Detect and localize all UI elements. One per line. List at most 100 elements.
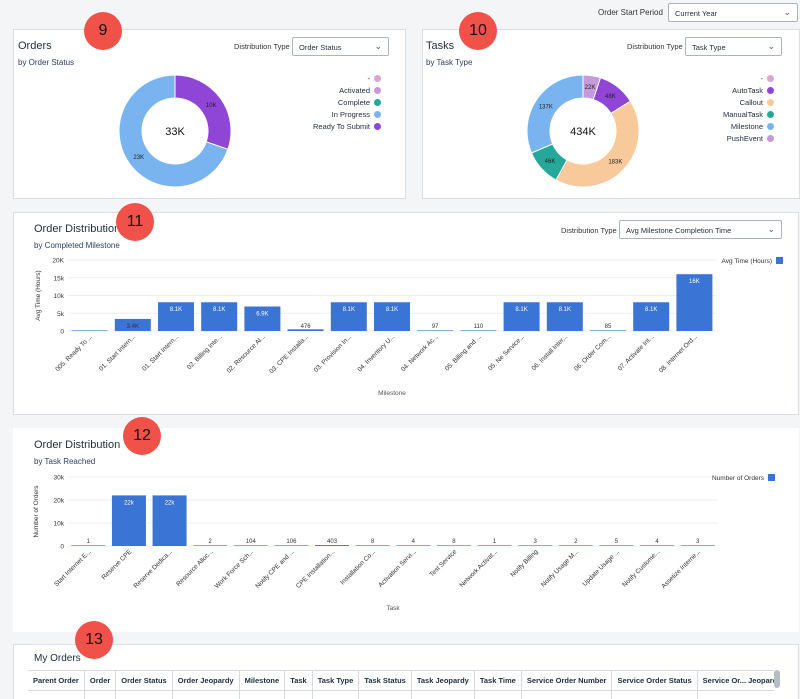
legend-label-autotask[interactable]: AutoTask [732,86,763,95]
legend-label-ready-to-submit[interactable]: Ready To Submit [313,122,370,131]
x-tick-label: Test Service [428,548,458,578]
bar[interactable] [436,545,471,546]
slice-in-progress[interactable] [118,74,229,188]
legend-label-pushevent[interactable]: PushEvent [726,134,763,143]
slice-milestone[interactable] [526,74,584,154]
legend-dot-autotask [767,87,774,94]
bar[interactable] [503,302,540,331]
bar[interactable] [460,330,497,331]
legend-label-milestone[interactable]: Milestone [730,122,763,131]
bar[interactable] [287,329,324,331]
table-cell [312,690,360,699]
bar[interactable] [680,545,715,546]
table-scrollbar[interactable] [774,670,780,688]
x-tick-label: CPE Installation... [295,548,337,590]
legend-label-none[interactable]: - [760,74,764,83]
x-tick-label: 07. Activate Int... [617,333,656,372]
my-orders-table-wrap: Parent Order Order Order Status Order Jeopa… [28,670,774,699]
legend-label-callout[interactable]: Callout [739,98,763,107]
milestone-title: Order Distribution [34,223,121,235]
x-tick-label: 01. Start Intern... [141,333,180,372]
legend-series-label[interactable]: Avg Time (Hours) [722,258,772,265]
bar[interactable] [676,274,713,331]
bar[interactable] [417,330,454,331]
table-cell [239,690,286,699]
table-cell [474,690,522,699]
bar[interactable] [396,545,431,546]
bar[interactable] [158,302,194,331]
bar-data-label: 8.1K [170,307,182,313]
legend-dot-manualtask [767,111,774,118]
bar[interactable] [71,545,106,546]
bar[interactable] [193,545,228,546]
bar[interactable] [71,330,108,331]
order-start-period-select[interactable]: Current Year ⌄ [668,3,798,22]
legend-dot-pushevent [767,135,774,142]
bar[interactable] [201,302,238,331]
column-header-task-time[interactable]: Task Time [474,671,522,691]
task-reached-title: Order Distribution [34,439,121,451]
bar[interactable] [152,495,187,546]
column-header-service-order-status[interactable]: Service Order Status [611,671,698,691]
column-header-task-jeopardy[interactable]: Task Jeopardy [411,671,475,691]
legend-label-in-progress[interactable]: In Progress [331,110,370,119]
bar[interactable] [518,545,553,546]
bar[interactable] [546,302,583,331]
orders-distribution-select[interactable]: Order Status ⌄ [292,37,389,56]
column-header-task-status[interactable]: Task Status [358,671,412,691]
bar[interactable] [355,545,390,546]
slice-callout[interactable] [555,100,640,188]
legend-label-manualtask[interactable]: ManualTask [722,110,763,119]
column-header-order-jeopardy[interactable]: Order Jeopardy [172,671,240,691]
badge-9: 9 [84,12,122,50]
legend-dot-milestone [767,123,774,130]
bar-data-label: 8.1K [213,307,225,313]
tasks-distribution-select[interactable]: Task Type ⌄ [685,37,782,56]
bar[interactable] [599,545,634,546]
bar[interactable] [233,545,268,546]
column-header-order-status[interactable]: Order Status [115,671,173,691]
bar[interactable] [590,330,626,331]
column-header-service-order-number[interactable]: Service Order Number [521,671,613,691]
orders-center-total: 33K [165,126,185,138]
legend-dot-none [767,75,774,82]
x-tick-label: 05. Billing and ... [444,333,483,372]
column-header-service-or-jeopardy[interactable]: Service Or... Jeopardy [697,671,774,691]
legend-series-label[interactable]: Number of Orders [712,475,765,482]
legend-label-activated[interactable]: Activated [339,86,370,95]
bar[interactable] [315,545,350,546]
bar[interactable] [640,545,675,546]
column-header-task-type[interactable]: Task Type [312,671,360,691]
x-tick-label: Assetize Interne... [660,548,702,590]
bar[interactable] [274,545,309,546]
bar[interactable] [633,302,670,331]
orders-subtitle: by Order Status [18,58,75,67]
legend-label-complete[interactable]: Complete [337,98,370,107]
column-header-order[interactable]: Order [84,671,117,691]
table-row[interactable] [28,690,774,699]
legend-dot-activated [374,87,381,94]
my-orders-title: My Orders [34,653,81,664]
bar[interactable] [244,306,281,331]
bar[interactable] [477,545,512,546]
x-tick-label: 08. Internet Ord... [658,333,699,374]
legend-swatch [776,257,783,264]
bar[interactable] [111,495,146,546]
bar[interactable] [330,302,367,331]
x-tick-label: 005. Ready To ... [54,333,94,373]
column-header-parent-order[interactable]: Parent Order [28,671,85,691]
column-header-milestone[interactable]: Milestone [239,671,286,691]
column-header-task[interactable]: Task [284,671,313,691]
x-tick-label: 06. Order Com... [573,333,612,372]
tasks-donut-chart: 22K 48K 183K 46K 137K 434K [526,74,640,188]
bar[interactable] [374,302,410,331]
milestone-distribution-select[interactable]: Avg Milestone Completion Time ⌄ [619,220,782,239]
legend-label-none[interactable]: - [367,74,371,83]
bar[interactable] [558,545,593,546]
x-tick-label: Activation Servi... [377,548,418,589]
slice-ready-to-submit[interactable] [174,74,232,150]
tasks-subtitle: by Task Type [426,58,473,67]
x-tick-label: Notify Usage M... [540,548,580,588]
bar[interactable] [114,318,151,331]
